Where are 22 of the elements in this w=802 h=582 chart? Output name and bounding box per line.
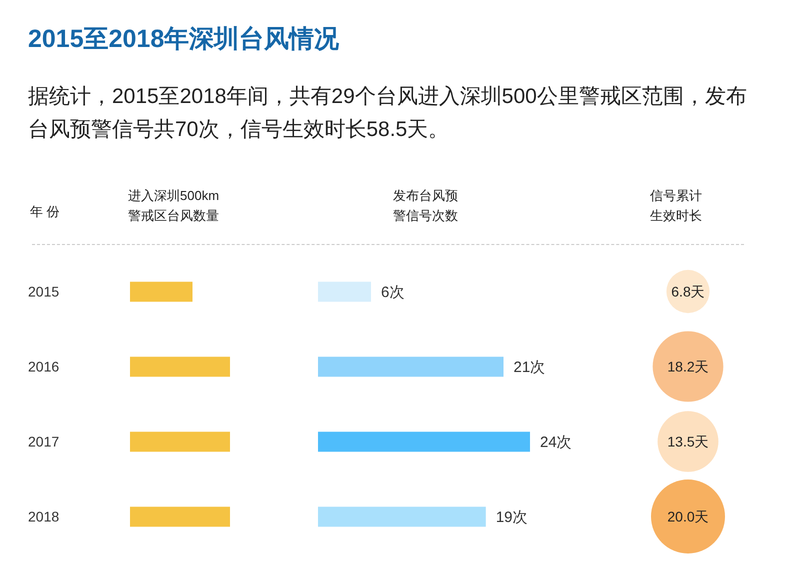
bar xyxy=(318,356,504,377)
y-axis-title: 年 份 xyxy=(30,203,60,221)
data-label: 19次 xyxy=(496,509,528,526)
text: 据统计，2015至2018年间，共有29个台风进入深圳500公里警戒区范围，发布台风预警信号共70次，信号生效时长58.5天。 xyxy=(28,84,748,143)
data-label: 6.8天 xyxy=(671,284,705,300)
data-label: 20.0天 xyxy=(667,508,709,524)
data-label: 13.5天 xyxy=(667,434,709,450)
data-label: 18.2天 xyxy=(667,358,709,374)
data-label: 24次 xyxy=(540,434,572,452)
data-label: 21次 xyxy=(514,359,546,376)
text: 信号累计生效时长 xyxy=(650,187,703,225)
chart-title: 2015至2018年深圳台风情况 xyxy=(28,24,340,55)
y-tick-label: 2018 xyxy=(28,508,60,524)
bar xyxy=(318,506,486,527)
x-axis-title: 进入深圳500km警戒区台风数量 xyxy=(128,187,220,225)
x-axis-title: 发布台风预警信号次数 xyxy=(393,187,459,225)
bar xyxy=(318,432,530,452)
data-label: 6次 xyxy=(381,284,404,302)
y-tick-label: 2015 xyxy=(28,284,60,300)
bar xyxy=(318,282,371,302)
y-tick-label: 2017 xyxy=(28,434,60,450)
y-tick-label: 2016 xyxy=(28,358,60,374)
